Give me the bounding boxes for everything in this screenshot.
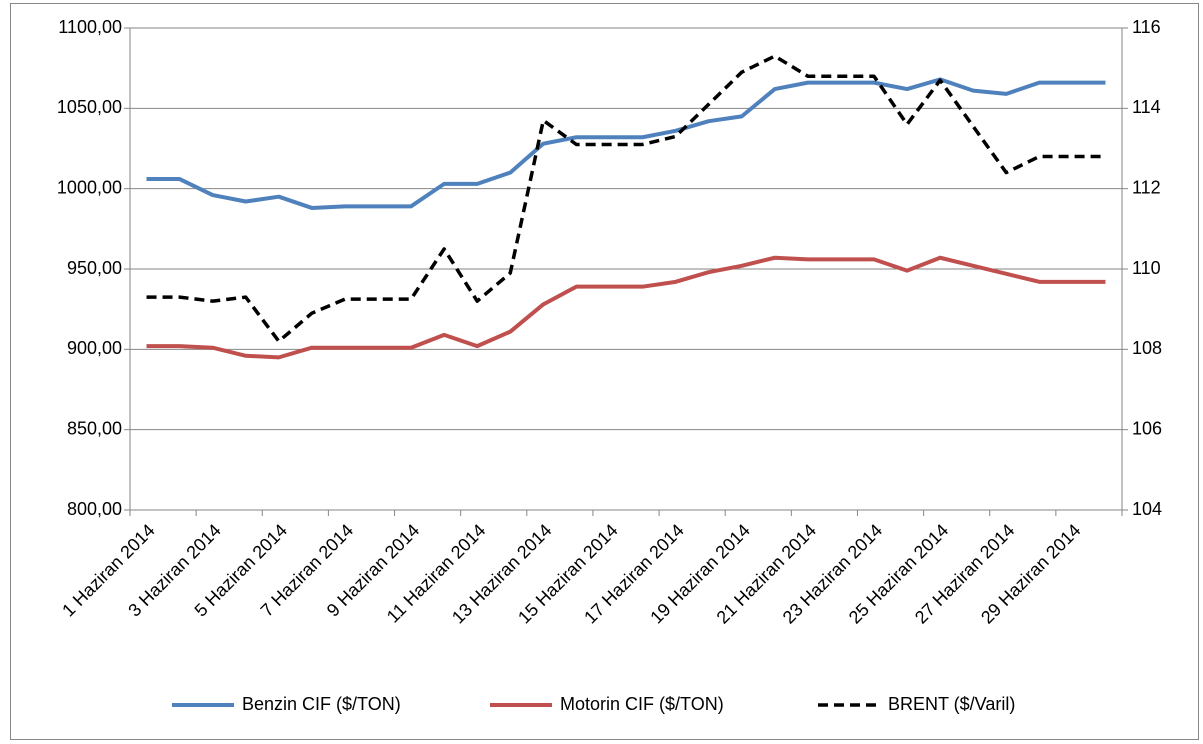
y2-tick-label: 104 [1132,499,1162,519]
y2-tick-label: 106 [1132,418,1162,438]
legend-label: Benzin CIF ($/TON) [242,694,401,714]
y-tick-label: 1000,00 [57,177,122,197]
legend-label: Motorin CIF ($/TON) [560,694,724,714]
y2-tick-label: 108 [1132,338,1162,358]
y2-tick-label: 116 [1132,17,1161,37]
chart-border [10,3,1199,740]
y-tick-label: 950,00 [67,258,122,278]
line-series [146,77,1106,210]
line-series [146,54,1106,344]
y-tick-label: 800,00 [67,499,122,519]
y2-tick-label: 112 [1132,177,1161,197]
y-tick-label: 1050,00 [57,97,122,117]
line-series [146,255,1106,360]
y2-tick-label: 110 [1132,258,1161,278]
y2-tick-label: 114 [1132,97,1161,117]
y-tick-label: 850,00 [67,418,122,438]
y-tick-label: 900,00 [67,338,122,358]
y-tick-label: 1100,00 [58,17,122,37]
legend-label: BRENT ($/Varil) [888,694,1015,714]
